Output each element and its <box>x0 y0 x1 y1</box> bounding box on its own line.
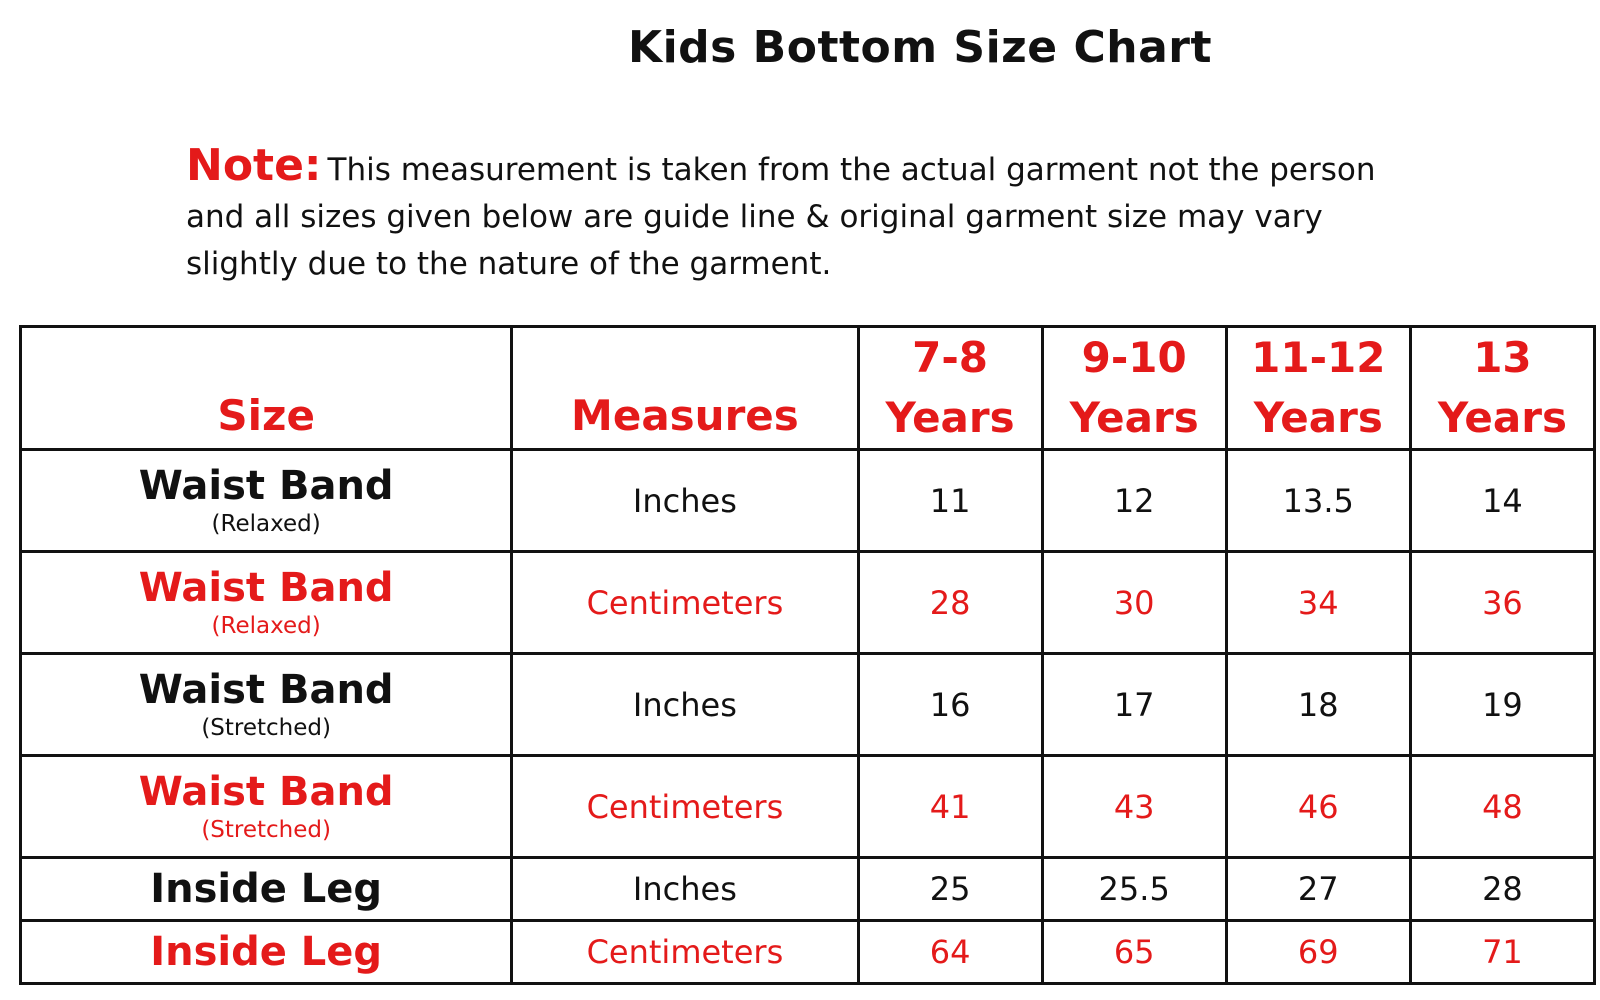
header-size: Size <box>18 325 514 451</box>
header-age-13: 13 Years <box>1408 325 1597 451</box>
cell-value: 25.5 <box>1040 856 1228 922</box>
note-paragraph: Note: This measurement is taken from the … <box>186 142 1426 288</box>
cell-value: 36 <box>1408 550 1597 655</box>
page-title: Kids Bottom Size Chart <box>628 22 1212 73</box>
table-row: Waist Band (Relaxed) Centimeters 28 30 34… <box>18 550 1597 655</box>
cell-value: 41 <box>856 754 1044 859</box>
cell-value: 13.5 <box>1224 448 1412 553</box>
row-label: Waist Band (Stretched) <box>18 754 514 859</box>
cell-value: 34 <box>1224 550 1412 655</box>
cell-value: 71 <box>1408 919 1597 985</box>
cell-value: 69 <box>1224 919 1412 985</box>
header-measures: Measures <box>510 325 860 451</box>
cell-value: 28 <box>856 550 1044 655</box>
cell-value: 18 <box>1224 652 1412 757</box>
cell-value: 27 <box>1224 856 1412 922</box>
row-label: Waist Band (Relaxed) <box>18 448 514 553</box>
table-row: Inside Leg Centimeters 64 65 69 71 <box>18 919 1597 985</box>
table-header-row: Size Measures 7-8 Years 9-10 Years 11-12 Ye… <box>18 325 1597 451</box>
cell-value: 17 <box>1040 652 1228 757</box>
row-measure: Inches <box>510 652 860 757</box>
row-measure: Centimeters <box>510 754 860 859</box>
header-age-11-12: 11-12 Years <box>1224 325 1412 451</box>
row-label: Inside Leg <box>18 919 514 985</box>
cell-value: 28 <box>1408 856 1597 922</box>
cell-value: 65 <box>1040 919 1228 985</box>
cell-value: 12 <box>1040 448 1228 553</box>
cell-value: 46 <box>1224 754 1412 859</box>
table-row: Waist Band (Stretched) Inches 16 17 18 19 <box>18 652 1597 757</box>
table-row: Waist Band (Stretched) Centimeters 41 43 … <box>18 754 1597 859</box>
cell-value: 48 <box>1408 754 1597 859</box>
header-age-9-10: 9-10 Years <box>1040 325 1228 451</box>
row-label: Waist Band (Stretched) <box>18 652 514 757</box>
table-row: Inside Leg Inches 25 25.5 27 28 <box>18 856 1597 922</box>
size-chart-table: Size Measures 7-8 Years 9-10 Years 11-12 Ye… <box>18 325 1597 985</box>
cell-value: 11 <box>856 448 1044 553</box>
row-measure: Inches <box>510 856 860 922</box>
cell-value: 14 <box>1408 448 1597 553</box>
cell-value: 16 <box>856 652 1044 757</box>
row-measure: Inches <box>510 448 860 553</box>
cell-value: 30 <box>1040 550 1228 655</box>
cell-value: 25 <box>856 856 1044 922</box>
row-measure: Centimeters <box>510 550 860 655</box>
row-label: Inside Leg <box>18 856 514 922</box>
note-text: This measurement is taken from the actua… <box>186 152 1376 282</box>
header-age-7-8: 7-8 Years <box>856 325 1044 451</box>
row-label: Waist Band (Relaxed) <box>18 550 514 655</box>
cell-value: 43 <box>1040 754 1228 859</box>
table-row: Waist Band (Relaxed) Inches 11 12 13.5 14 <box>18 448 1597 553</box>
cell-value: 19 <box>1408 652 1597 757</box>
row-measure: Centimeters <box>510 919 860 985</box>
note-label: Note: <box>186 140 322 191</box>
cell-value: 64 <box>856 919 1044 985</box>
